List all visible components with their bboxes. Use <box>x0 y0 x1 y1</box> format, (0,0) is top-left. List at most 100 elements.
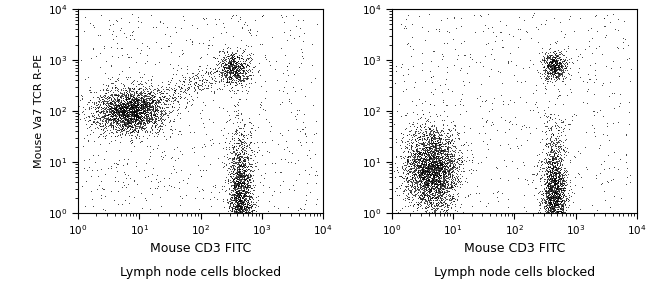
Point <box>240 20 250 24</box>
Point <box>414 150 424 155</box>
Point <box>135 111 145 115</box>
Point <box>553 139 564 144</box>
Point <box>421 182 432 187</box>
Point <box>552 191 563 195</box>
Point <box>410 189 420 194</box>
Point <box>225 74 235 79</box>
Point <box>148 107 159 112</box>
Point <box>211 68 222 73</box>
Point <box>431 145 441 150</box>
Point <box>419 161 429 166</box>
Point <box>242 211 252 215</box>
Point <box>234 204 244 208</box>
Point <box>231 195 242 200</box>
Point <box>112 96 122 101</box>
Point <box>236 174 246 178</box>
Point <box>214 86 224 91</box>
Point <box>233 211 243 215</box>
Point <box>244 211 254 215</box>
Point <box>554 179 564 184</box>
Point <box>418 112 428 117</box>
Point <box>534 152 544 156</box>
Point <box>543 175 554 180</box>
Point <box>549 176 559 181</box>
Point <box>166 76 177 81</box>
Point <box>123 96 133 100</box>
Point <box>133 123 143 128</box>
Point <box>564 193 575 197</box>
Point <box>246 211 257 215</box>
Point <box>126 109 136 114</box>
Point <box>503 59 514 64</box>
Point <box>124 118 135 123</box>
Point <box>552 211 562 215</box>
Point <box>92 106 103 110</box>
Point <box>474 199 485 203</box>
Point <box>306 80 316 85</box>
Point <box>422 151 432 156</box>
Point <box>443 198 454 202</box>
Point <box>213 65 223 70</box>
Point <box>561 148 571 153</box>
Point <box>554 211 565 215</box>
Point <box>549 67 560 72</box>
Point <box>402 192 413 197</box>
Point <box>122 110 132 115</box>
Point <box>427 162 437 167</box>
Point <box>227 211 238 215</box>
Point <box>431 154 441 159</box>
Point <box>232 210 242 214</box>
Point <box>135 89 146 94</box>
Point <box>430 141 441 146</box>
Point <box>236 211 246 215</box>
Point <box>435 141 445 146</box>
Point <box>103 105 114 110</box>
Point <box>239 204 249 209</box>
Point <box>129 110 140 115</box>
Point <box>551 179 561 184</box>
Point <box>140 122 150 127</box>
Point <box>233 211 243 215</box>
Point <box>549 65 559 70</box>
Point <box>228 211 239 215</box>
Point <box>419 151 429 156</box>
Point <box>139 110 150 115</box>
Point <box>113 119 124 123</box>
Point <box>496 93 506 98</box>
Point <box>240 210 251 215</box>
Point <box>229 185 240 189</box>
Point <box>99 93 110 97</box>
Point <box>456 149 466 154</box>
Point <box>133 127 143 132</box>
Point <box>411 147 422 152</box>
Point <box>549 60 560 65</box>
Point <box>170 170 181 174</box>
Point <box>430 170 441 175</box>
Point <box>236 209 246 213</box>
Point <box>418 144 428 149</box>
Point <box>436 189 447 194</box>
Point <box>235 66 246 70</box>
Point <box>164 176 174 181</box>
Point <box>148 106 158 111</box>
Point <box>142 104 152 108</box>
Point <box>550 58 560 63</box>
Point <box>233 67 244 72</box>
Point <box>238 211 248 215</box>
Point <box>185 83 196 88</box>
Point <box>226 75 237 79</box>
Point <box>125 120 136 125</box>
Point <box>551 167 562 172</box>
Point <box>98 96 109 101</box>
Point <box>229 205 239 210</box>
Point <box>246 73 257 78</box>
Point <box>241 188 252 193</box>
Point <box>140 112 151 117</box>
Point <box>545 188 556 193</box>
Point <box>560 179 571 184</box>
Point <box>159 183 169 188</box>
Point <box>555 54 566 59</box>
Point <box>426 154 436 159</box>
Point <box>93 112 103 117</box>
Point <box>239 157 249 162</box>
